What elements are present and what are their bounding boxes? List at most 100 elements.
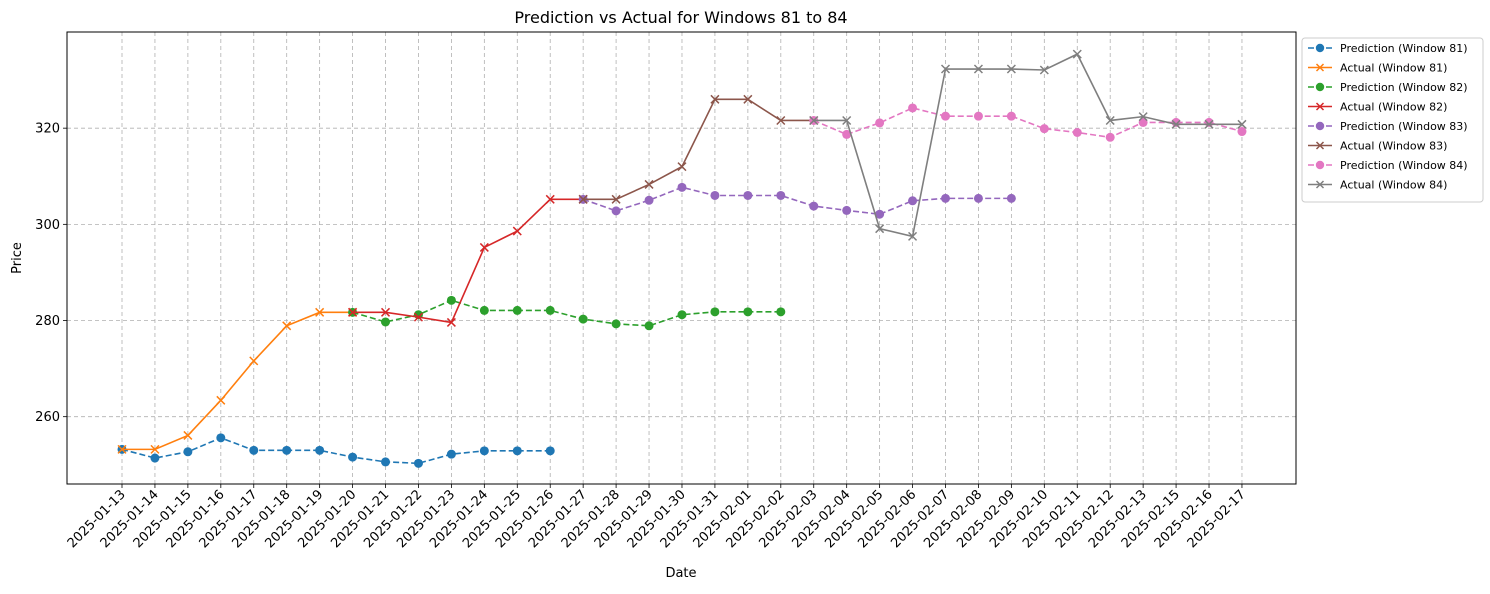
plot-frame: [66, 31, 1297, 485]
legend-label: Prediction (Window 83): [1340, 120, 1468, 133]
data-point: [644, 195, 654, 205]
data-point: [282, 321, 292, 331]
data-point: [413, 312, 423, 322]
data-point: [941, 193, 950, 203]
legend-label: Prediction (Window 84): [1340, 159, 1468, 172]
chart-title: Prediction vs Actual for Windows 81 to 8…: [514, 8, 847, 27]
y-axis-label: Price: [10, 242, 25, 274]
data-point: [216, 395, 226, 405]
data-point: [315, 307, 325, 317]
data-point: [479, 305, 489, 315]
data-point: [1204, 117, 1214, 127]
data-point: [446, 317, 456, 327]
data-point: [150, 453, 160, 463]
data-point: [1105, 132, 1115, 142]
legend-label: Prediction (Window 81): [1340, 42, 1468, 55]
legend-marker: [1315, 63, 1325, 72]
series-line: [121, 436, 551, 465]
data-point: [381, 317, 391, 327]
data-point: [545, 194, 555, 204]
data-point: [743, 307, 753, 317]
data-point: [1006, 111, 1016, 121]
data-point: [183, 447, 193, 457]
legend-marker: [1315, 43, 1325, 53]
data-point: [578, 314, 588, 324]
data-point: [446, 295, 456, 305]
data-point: [973, 111, 983, 121]
data-point: [1039, 65, 1049, 75]
legend-marker: [1315, 180, 1325, 189]
data-point: [1171, 119, 1181, 129]
data-point: [611, 194, 621, 204]
axes: 2025-01-132025-01-142025-01-152025-01-16…: [35, 122, 1249, 552]
legend-marker: [1315, 82, 1325, 92]
legend-label: Actual (Window 83): [1340, 140, 1447, 153]
data-point: [348, 307, 358, 317]
legend-label: Actual (Window 82): [1340, 101, 1447, 114]
data-point: [413, 458, 423, 468]
y-tick-label: 320: [35, 122, 60, 137]
data-point: [512, 226, 522, 236]
legend-marker: [1315, 141, 1325, 150]
data-point: [1072, 49, 1082, 59]
series-line: [122, 311, 353, 451]
data-point: [545, 305, 555, 315]
data-point: [348, 452, 358, 462]
data-point: [677, 310, 687, 320]
series-line: [352, 299, 781, 327]
data-point: [710, 190, 720, 200]
data-point: [545, 446, 555, 456]
data-point: [644, 321, 654, 331]
data-point: [842, 205, 852, 215]
data-point: [710, 307, 720, 317]
data-point: [1006, 64, 1016, 74]
data-point: [315, 445, 325, 455]
series-line: [583, 98, 814, 201]
y-tick-label: 280: [35, 314, 60, 329]
data-point: [940, 64, 951, 74]
data-point: [1072, 127, 1082, 137]
data-point: [1039, 124, 1049, 134]
data-point: [776, 190, 786, 200]
data-point: [973, 64, 983, 74]
data-point: [1237, 127, 1247, 137]
series-line: [582, 186, 1012, 216]
series-line: [813, 53, 1242, 238]
data-point: [150, 444, 160, 454]
data-point: [875, 224, 885, 234]
legend-marker: [1315, 102, 1325, 111]
series-line: [352, 198, 584, 324]
data-point: [381, 457, 391, 467]
data-point: [479, 446, 489, 456]
data-point: [776, 307, 786, 317]
data-point: [446, 449, 456, 459]
data-point: [710, 94, 720, 104]
x-axis-label: Date: [665, 566, 696, 581]
y-tick-label: 260: [35, 410, 60, 425]
legend-marker: [1315, 121, 1325, 131]
data-point: [249, 445, 259, 455]
data-point: [809, 201, 819, 211]
data-point: [842, 129, 852, 139]
data-point: [809, 115, 819, 126]
data-point: [941, 111, 950, 121]
grid: [67, 32, 1296, 484]
data-point: [908, 196, 918, 206]
data-point: [512, 446, 522, 456]
data-point: [249, 356, 259, 366]
data-point: [1204, 119, 1214, 129]
data-point: [117, 444, 127, 454]
data-point: [875, 209, 885, 219]
data-point: [677, 182, 687, 192]
data-point: [743, 190, 753, 200]
legend-label: Actual (Window 84): [1340, 179, 1447, 192]
data-point: [776, 115, 786, 126]
series-layer: [117, 49, 1247, 468]
data-point: [644, 179, 654, 189]
data-point: [1237, 119, 1247, 129]
data-point: [282, 445, 292, 455]
y-tick-label: 300: [35, 218, 60, 233]
data-point: [908, 231, 918, 241]
